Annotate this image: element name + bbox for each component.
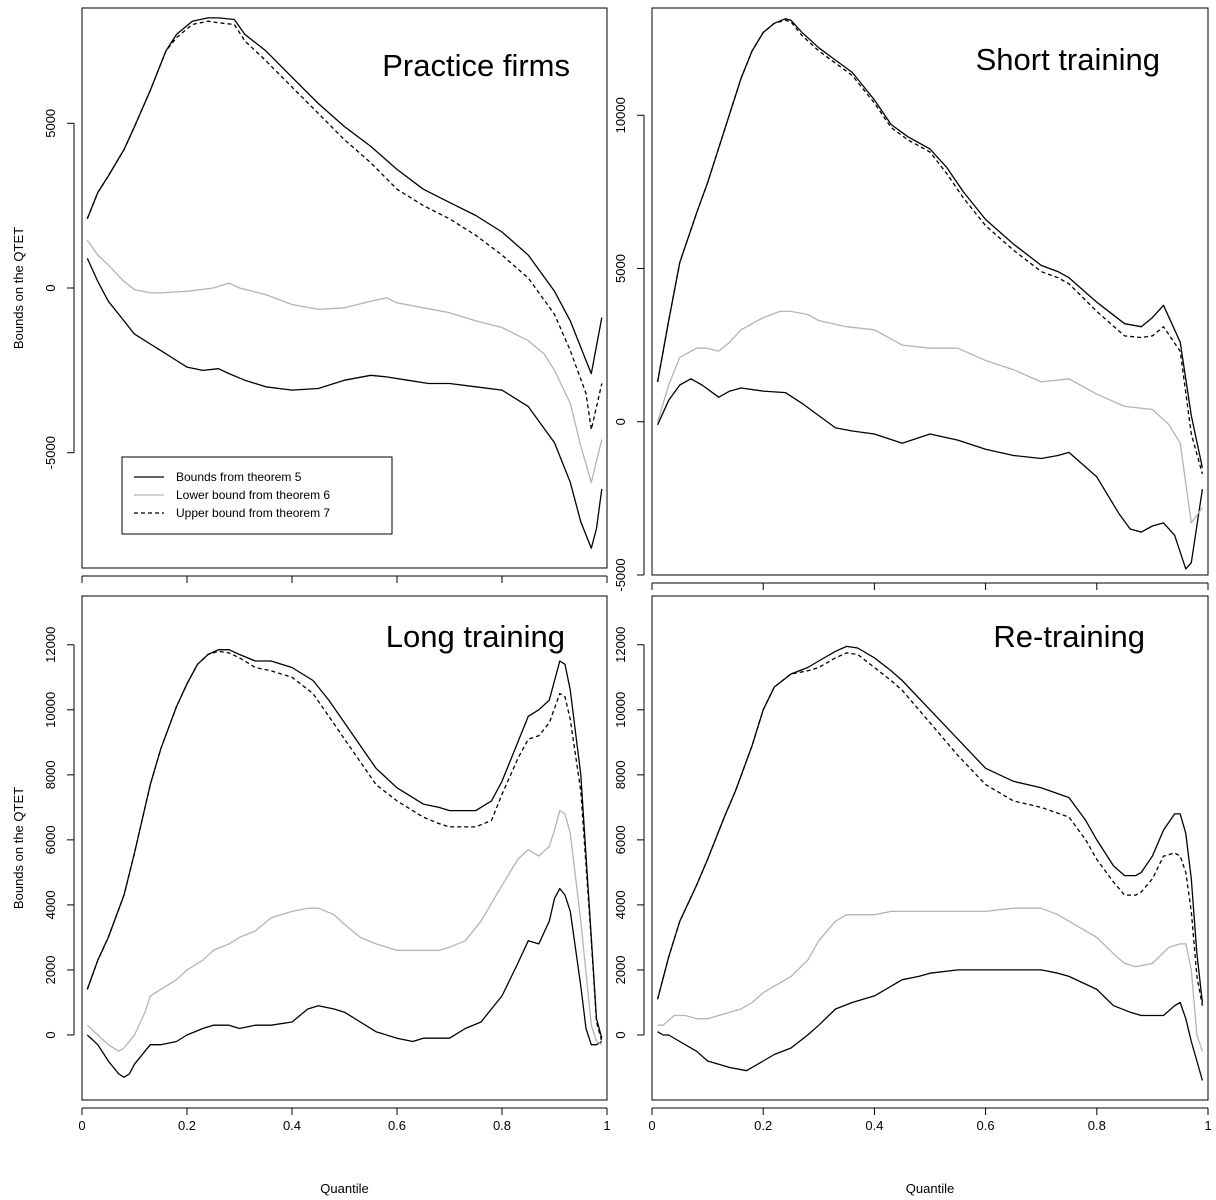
y-tick-label: 12000 (613, 627, 628, 663)
panel-1: -5000 0 5000 Practice firms Bounds on the QT… (11, 7, 608, 583)
y-tick-label: 0 (43, 284, 58, 291)
panel-4: 0 0.2 0.4 0.6 0.8 1 0 2000 4000 6000 8000 10000 1200… (613, 595, 1212, 1196)
series-line-3 (657, 907, 1204, 1052)
y-tick-label: -5000 (613, 558, 628, 591)
y-tick-label: 4000 (43, 890, 58, 919)
series-line-4 (656, 19, 1204, 475)
y-tick-label: 6000 (43, 825, 58, 854)
panel-title: Practice firms (382, 48, 570, 83)
x-tick-label: 1 (603, 1118, 610, 1133)
x-tick-label: 0.8 (493, 1118, 511, 1133)
x-axis-title: Quantile (320, 1181, 368, 1196)
panel-3: 0 0.2 0.4 0.6 0.8 1 0 2000 4000 6000 8000 10000 1200… (11, 595, 611, 1196)
series-line-1 (656, 645, 1204, 1003)
y-axis-title: Bounds on the QTET (11, 787, 26, 909)
series-line-3 (86, 239, 603, 484)
y-tick-label: 8000 (43, 760, 58, 789)
legend-entry: Lower bound from theorem 6 (176, 488, 330, 502)
y-tick-label: 0 (613, 418, 628, 425)
legend-entry: Upper bound from theorem 7 (176, 506, 330, 520)
x-tick-label: 0 (648, 1118, 655, 1133)
series-line-1 (656, 18, 1204, 468)
y-tick-label: 4000 (613, 890, 628, 919)
legend-box (121, 456, 393, 535)
plot-frame (81, 595, 608, 1101)
series-line-2 (657, 969, 1204, 1081)
series-line-4 (86, 650, 603, 1042)
series-line-2 (657, 378, 1204, 570)
x-tick-label: 0.6 (977, 1118, 995, 1133)
series-line-4 (656, 652, 1204, 1006)
x-tick-label: 0.6 (388, 1118, 406, 1133)
y-tick-label: -5000 (43, 436, 58, 469)
x-tick-label: 0 (78, 1118, 85, 1133)
x-tick-label: 0.8 (1088, 1118, 1106, 1133)
y-tick-label: 12000 (43, 627, 58, 663)
x-tick-label: 0.2 (754, 1118, 772, 1133)
plot-frame (651, 595, 1209, 1101)
series-line-2 (86, 258, 603, 549)
series-line-1 (86, 649, 603, 1039)
series-line-2 (86, 887, 603, 1078)
y-tick-label: 5000 (43, 109, 58, 138)
y-tick-label: 2000 (613, 955, 628, 984)
y-tick-label: 10000 (613, 692, 628, 728)
series-line-3 (86, 809, 603, 1052)
legend: Bounds from theorem 5 Lower bound from th… (121, 456, 393, 535)
y-tick-label: 5000 (613, 254, 628, 283)
panel-title: Long training (386, 619, 565, 654)
plot-frame (81, 7, 608, 569)
plot-frame (651, 7, 1209, 576)
series-line-1 (86, 17, 603, 375)
x-tick-label: 0.4 (865, 1118, 883, 1133)
series-line-3 (656, 310, 1203, 524)
x-tick-label: 0.2 (178, 1118, 196, 1133)
legend-entry: Bounds from theorem 5 (176, 470, 302, 484)
y-axis-title: Bounds on the QTET (11, 227, 26, 349)
panel-title: Short training (976, 42, 1160, 77)
y-tick-label: 2000 (43, 955, 58, 984)
y-tick-label: 8000 (613, 760, 628, 789)
y-tick-label: 10000 (43, 692, 58, 728)
x-tick-label: 1 (1204, 1118, 1211, 1133)
y-tick-label: 6000 (613, 825, 628, 854)
x-tick-label: 0.4 (283, 1118, 301, 1133)
series-line-4 (86, 20, 603, 431)
x-axis-title: Quantile (906, 1181, 954, 1196)
y-tick-label: 0 (613, 1031, 628, 1038)
panel-title: Re-training (993, 619, 1145, 654)
y-tick-label: 10000 (613, 97, 628, 133)
panel-2: -5000 0 5000 10000 Short training (613, 7, 1209, 592)
y-tick-label: 0 (43, 1031, 58, 1038)
